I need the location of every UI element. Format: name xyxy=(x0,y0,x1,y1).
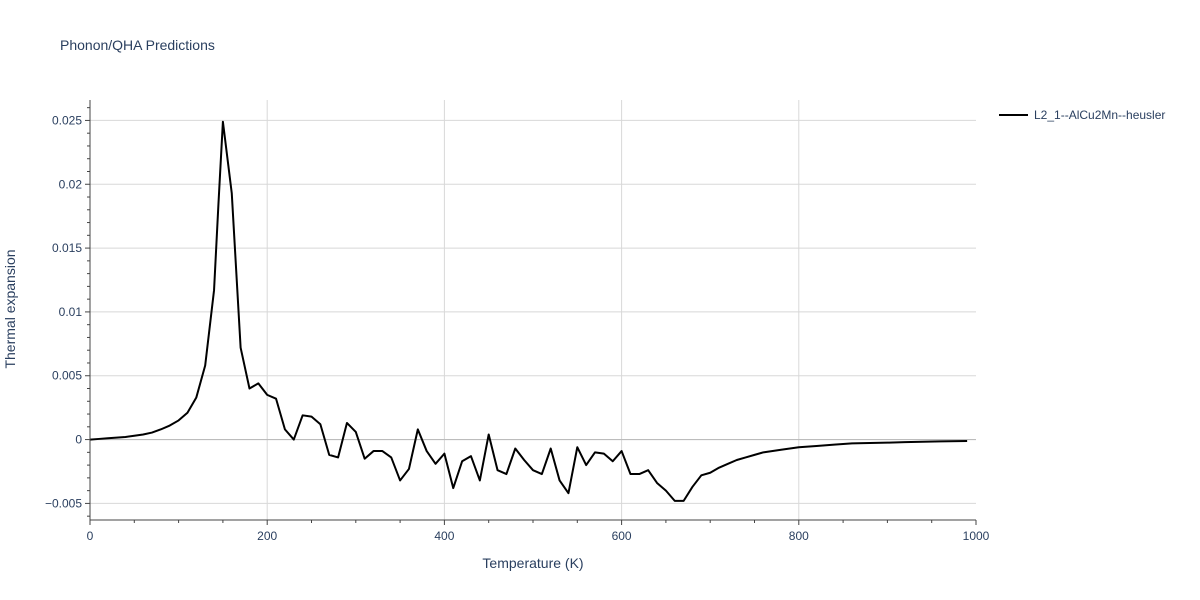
x-tick-label: 400 xyxy=(434,529,454,543)
series-layer xyxy=(89,120,968,502)
x-axis-title: Temperature (K) xyxy=(482,555,583,571)
grid xyxy=(90,100,976,520)
x-tick-label: 200 xyxy=(257,529,277,543)
y-tick-label: −0.005 xyxy=(45,496,82,510)
y-tick-label: 0.005 xyxy=(52,369,82,383)
minor-ticks xyxy=(85,107,977,525)
x-tick-labels: 0 200 400 600 800 1000 xyxy=(87,529,990,543)
chart-title: Phonon/QHA Predictions xyxy=(60,37,215,53)
y-tick-label: 0.015 xyxy=(52,241,82,255)
series-line[interactable] xyxy=(89,120,968,502)
y-tick-labels: −0.005 0 0.005 0.01 0.015 0.02 0.025 xyxy=(45,113,82,510)
y-tick-label: 0 xyxy=(75,433,82,447)
x-tick-label: 1000 xyxy=(963,529,990,543)
x-tick-label: 800 xyxy=(789,529,809,543)
x-tick-label: 600 xyxy=(612,529,632,543)
legend[interactable]: L2_1--AlCu2Mn--heusler xyxy=(999,108,1165,122)
y-tick-label: 0.01 xyxy=(59,305,83,319)
y-axis-title: Thermal expansion xyxy=(2,249,18,368)
y-tick-label: 0.025 xyxy=(52,113,82,127)
axes xyxy=(89,100,976,521)
x-tick-label: 0 xyxy=(87,529,94,543)
y-tick-label: 0.02 xyxy=(59,177,83,191)
legend-label: L2_1--AlCu2Mn--heusler xyxy=(1034,108,1165,122)
